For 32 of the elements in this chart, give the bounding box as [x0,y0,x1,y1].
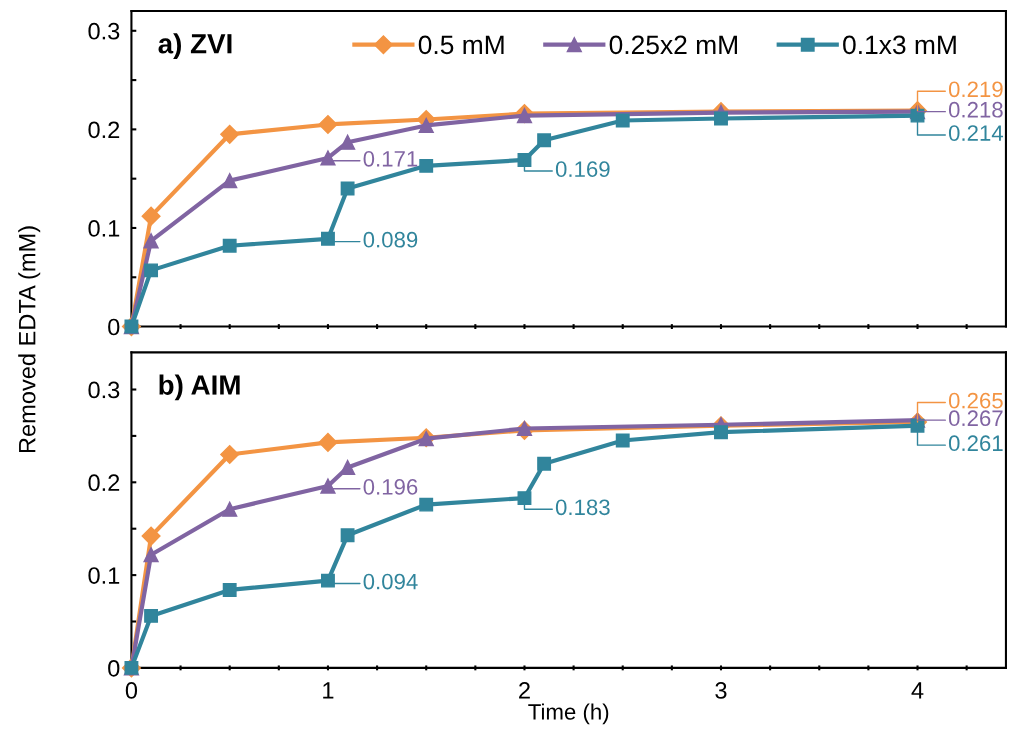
x-tick-label: 0 [125,682,138,699]
annotation: 0.219 [948,81,1003,98]
legend-label: 0.25x2 mM [609,35,737,55]
annotation: 0.261 [948,435,1003,452]
annotation: 0.089 [363,231,418,248]
text: b) AIM [159,374,240,401]
annotation: 0.265 [948,392,1003,409]
y-tick-label: 0.2 [88,121,120,139]
x-tick-label: 4 [911,682,924,699]
y-axis-title: Removed EDTA (mM) [18,226,41,453]
x-tick-label: 3 [715,682,727,699]
legend-label: 0.1x3 mM [843,35,956,55]
annotation: 0.171 [363,150,418,167]
x-tick-label: 2 [519,682,530,699]
y-tick-label: 0.1 [88,567,120,584]
y-tick-label: 0 [108,659,120,677]
annotation: 0.169 [555,161,610,178]
y-tick-label: 0 [108,318,120,336]
x-tick-label: 1 [323,682,334,699]
annotation: 0.267 [948,410,1003,427]
x-axis-title: Time (h) [528,703,609,725]
legend-label: 0.5 mM [418,35,504,55]
y-tick-label: 0.3 [88,22,120,40]
annotation: 0.094 [363,573,418,590]
annotation: 0.196 [363,479,418,495]
annotation: 0.183 [555,499,610,516]
text: a) ZVI [158,33,232,60]
y-tick-label: 0.1 [88,220,120,237]
annotation: 0.214 [948,125,1004,141]
y-tick-label: 0.3 [88,381,120,399]
y-tick-label: 0.2 [88,474,120,492]
annotation: 0.218 [948,101,1003,118]
